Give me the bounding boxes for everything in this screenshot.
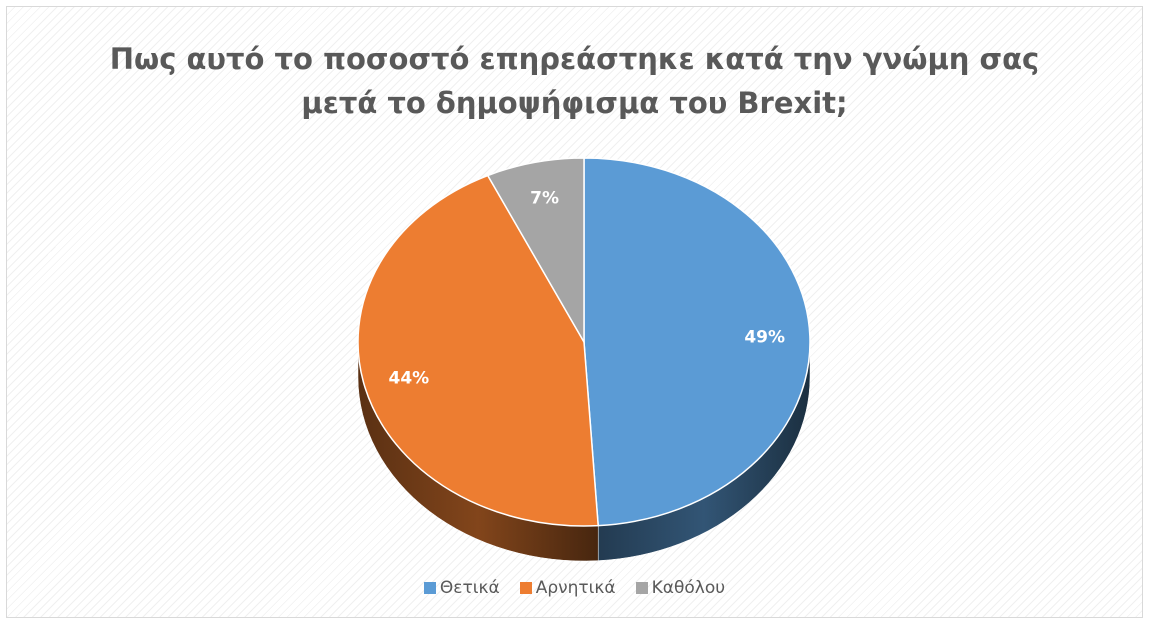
- chart-title: Πως αυτό το ποσοστό επηρεάστηκε κατά την…: [7, 37, 1142, 125]
- legend-label-positive: Θετικά: [439, 578, 500, 598]
- legend-item-positive: Θετικά: [423, 578, 500, 598]
- chart-title-line-2: μετά το δημοψήφισμα του Brexit;: [301, 86, 848, 120]
- legend-label-none: Καθόλου: [651, 578, 726, 598]
- legend-label-negative: Αρνητικά: [535, 578, 616, 598]
- data-label-positive: 49%: [744, 327, 785, 347]
- data-label-none: 7%: [530, 188, 559, 208]
- data-label-negative: 44%: [389, 369, 430, 389]
- pie-slice-positive: [583, 157, 811, 527]
- legend-item-negative: Αρνητικά: [519, 578, 616, 598]
- pie-data-labels: 49% 44% 7%: [389, 188, 786, 388]
- legend: Θετικά Αρνητικά Καθόλου: [0, 578, 1149, 598]
- legend-swatch-negative: [519, 582, 532, 594]
- legend-item-none: Καθόλου: [635, 578, 726, 598]
- pie-slices: [357, 157, 811, 527]
- chart-title-line-1: Πως αυτό το ποσοστό επηρεάστηκε κατά την…: [109, 42, 1040, 76]
- legend-swatch-none: [635, 582, 648, 594]
- pie-slice-none: [486, 157, 585, 345]
- legend-swatch-positive: [423, 582, 436, 594]
